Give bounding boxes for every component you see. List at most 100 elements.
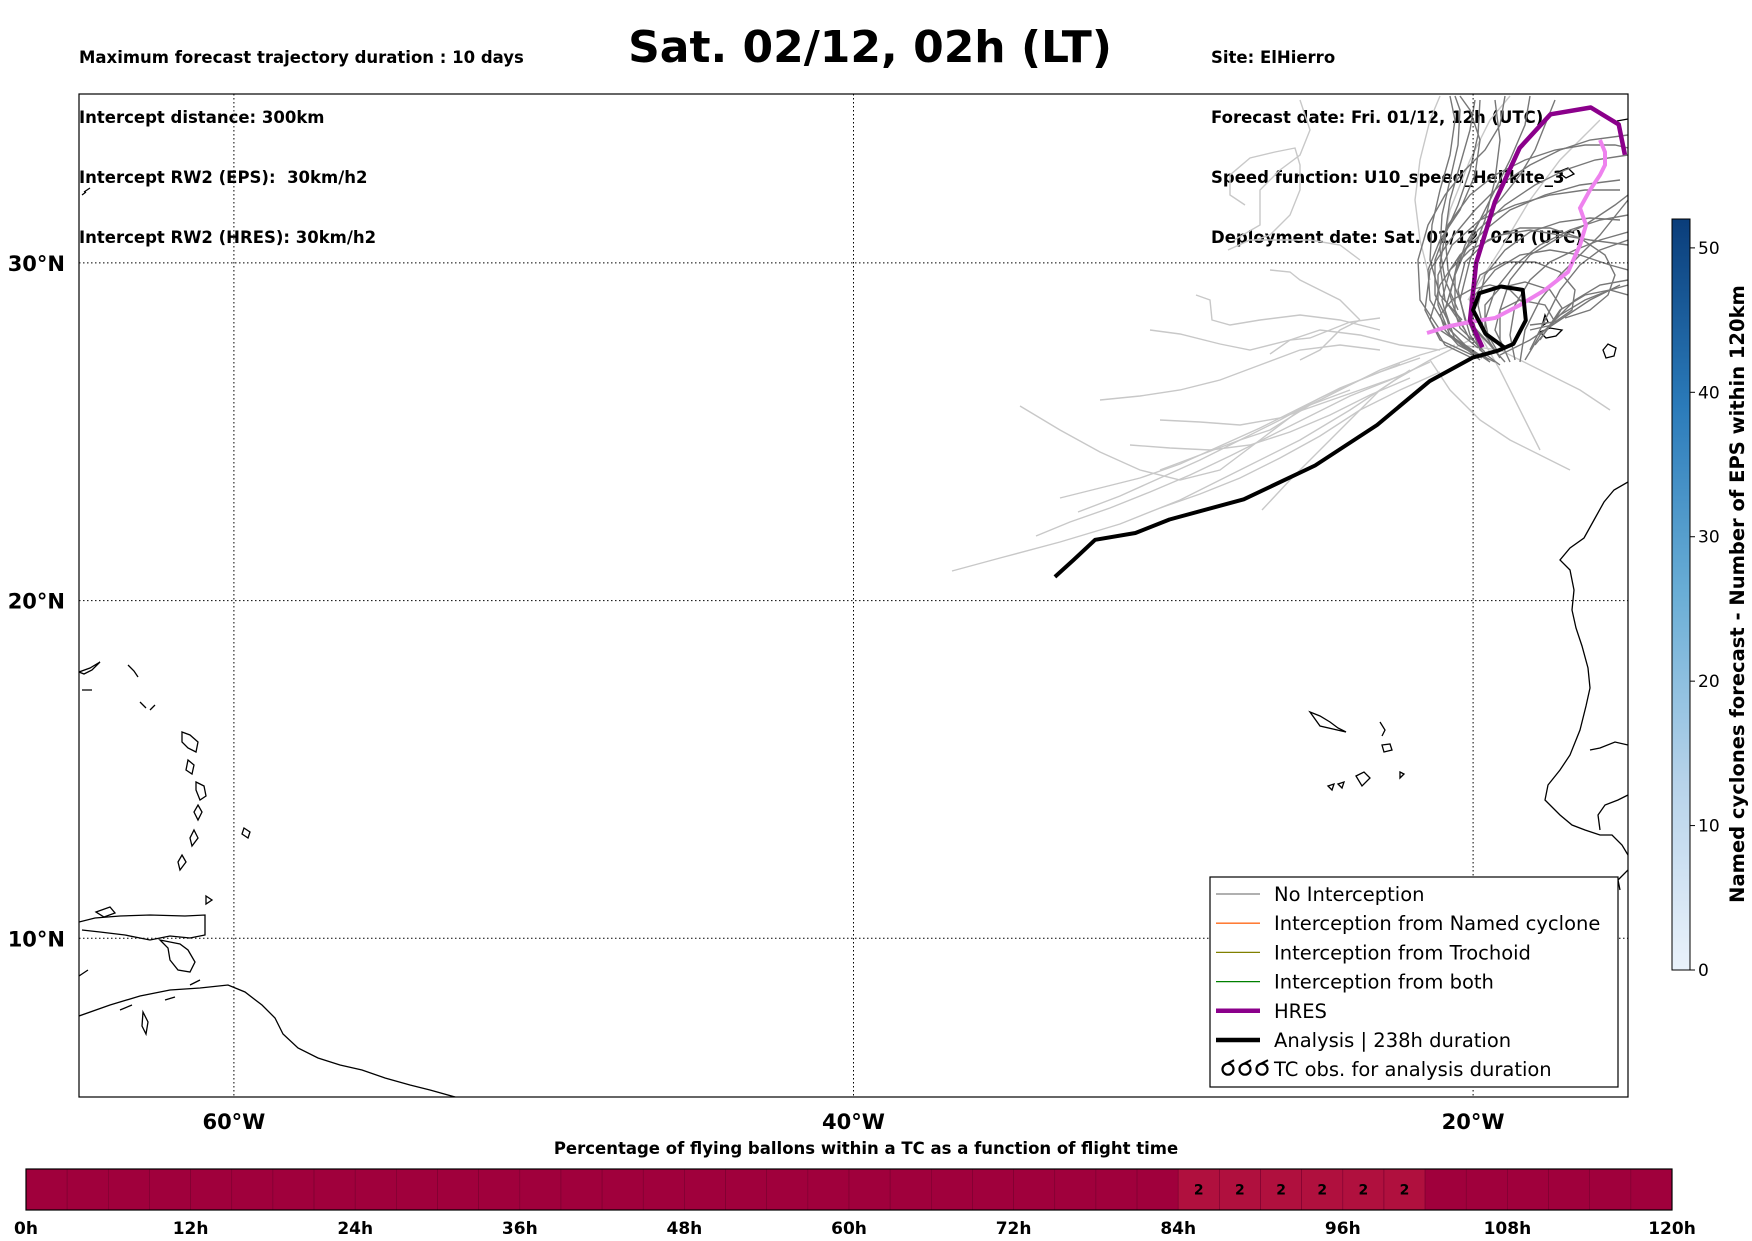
flight-bar-cell: [396, 1168, 438, 1211]
flight-bar-cell-value: 2: [1317, 1183, 1327, 1199]
colorbar-tick-label: 10: [1698, 817, 1720, 837]
flight-bar-cell: [25, 1168, 68, 1211]
axis-tick-labels: 60°W 40°W 20°W 10°N 20°N 30°N: [8, 252, 1505, 1134]
hres-series-line: [1467, 105, 1628, 349]
info-rw2-eps: Intercept RW2 (EPS): 30km/h2: [79, 168, 368, 187]
page-title: Sat. 02/12, 02h (LT): [628, 22, 1112, 73]
legend-label: Interception from both: [1274, 971, 1494, 994]
flight-bar-cell: [1054, 1168, 1097, 1211]
flight-bar-cell: [313, 1168, 356, 1211]
x-tick-label: 40°W: [822, 1110, 885, 1134]
colorbar: 0 10 20 30 40 50 Named cyclones forecast - Nu…: [1671, 218, 1749, 981]
flight-bar-cell: [1424, 1168, 1467, 1211]
flight-bar-cell-value: 2: [1276, 1183, 1286, 1199]
info-forecast-date: Forecast date: Fri. 01/12, 12h (UTC): [1211, 108, 1544, 127]
flight-bar-tick-label: 24h: [337, 1219, 373, 1239]
x-tick-label: 60°W: [202, 1110, 265, 1134]
colorbar-tick-label: 50: [1698, 239, 1720, 259]
flight-bar-cell: [807, 1168, 850, 1211]
flight-bar-tick-label: 36h: [502, 1219, 538, 1239]
legend-label: TC obs. for analysis duration: [1273, 1058, 1552, 1081]
flight-bar-cell: [1589, 1168, 1632, 1211]
map-frame: [78, 93, 1629, 1098]
colorbar-tick-label: 40: [1698, 383, 1720, 403]
flight-bar-cell: [1013, 1168, 1056, 1211]
colorbar-tick-label: 30: [1698, 528, 1720, 548]
legend-label: HRES: [1274, 1000, 1327, 1023]
flight-bar-tick-label: 108h: [1484, 1219, 1532, 1239]
info-rw2-hres: Intercept RW2 (HRES): 30km/h2: [79, 228, 377, 247]
flight-bar-cell: [1301, 1168, 1344, 1211]
flight-bar-cell: [354, 1168, 397, 1211]
flight-bar-tick-label: 60h: [831, 1219, 867, 1239]
flight-bar-tick-label: 120h: [1648, 1219, 1696, 1239]
flight-bar-cell: [601, 1168, 644, 1211]
colorbar-ticks: 0 10 20 30 40 50: [1690, 239, 1720, 981]
flight-bar-cell: [437, 1168, 479, 1211]
info-max-duration: Maximum forecast trajectory duration : 1…: [79, 48, 524, 67]
colorbar-tick-label: 20: [1698, 672, 1720, 692]
flight-bar-cell: [1465, 1168, 1508, 1211]
flight-bar-cell: [66, 1168, 109, 1211]
flight-bar-cell-value: 2: [1194, 1183, 1204, 1199]
legend-label: Analysis | 238h duration: [1274, 1029, 1511, 1052]
flight-bar-cell: [108, 1168, 150, 1211]
flight-bar-cell: [1383, 1168, 1426, 1211]
y-tick-label: 10°N: [8, 927, 65, 951]
flight-bar-cell-value: 2: [1359, 1183, 1369, 1199]
flight-time-bar-chart: Percentage of flying ballons within a TC…: [14, 1139, 1696, 1239]
flight-bar-tick-labels: 0h 12h 24h 36h 48h 60h 72h 84h 96h 108h 120h: [14, 1219, 1696, 1239]
flight-bar-cell-value: 2: [1235, 1183, 1245, 1199]
flight-bar-tick-label: 48h: [667, 1219, 703, 1239]
flight-bar-cell: [1136, 1168, 1179, 1211]
flight-bar-cell: [766, 1168, 809, 1211]
flight-bar-cell: [272, 1168, 315, 1211]
legend-label: No Interception: [1274, 883, 1425, 906]
legend-label: Interception from Named cyclone: [1274, 912, 1600, 935]
main-series-layer: [1053, 105, 1628, 579]
coastlines: [79, 118, 1628, 1097]
flight-bar-cell: [642, 1168, 685, 1211]
flight-bar-cell: [1507, 1168, 1549, 1211]
colorbar-label: Named cyclones forecast - Number of EPS …: [1726, 285, 1749, 903]
flight-bar-tick-label: 0h: [14, 1219, 38, 1239]
flight-bar-cell: [519, 1168, 562, 1211]
flight-bar-cell: [684, 1168, 726, 1211]
header-info-left: Maximum forecast trajectory duration : 1…: [79, 8, 524, 268]
flight-bar-cell: [930, 1168, 973, 1211]
grid-lines: [79, 94, 1628, 1097]
y-tick-label: 30°N: [8, 252, 65, 276]
ensemble-trajectories-no-interception: [1417, 95, 1628, 366]
y-tick-label: 20°N: [8, 590, 65, 614]
tc-obs-symbol-tail: [1226, 1059, 1235, 1065]
chart-legend: No Interception Interception from Named c…: [1209, 876, 1619, 1088]
x-tick-label: 20°W: [1442, 1110, 1505, 1134]
flight-bar-cell: [560, 1168, 603, 1211]
legend-label: Interception from Trochoid: [1274, 941, 1531, 964]
flight-bar-cell: [1630, 1168, 1673, 1211]
flight-bar-cell: [848, 1168, 891, 1211]
info-speed-function: Speed function: U10_speed_Helikite_3: [1211, 168, 1565, 187]
info-intercept-distance: Intercept distance: 300km: [79, 108, 325, 127]
legend-box: [1209, 876, 1619, 1088]
tc-obs-symbol-tail: [1260, 1059, 1269, 1065]
flight-bar-cell: [972, 1168, 1014, 1211]
legend-items: No Interception Interception from Named c…: [1216, 883, 1600, 1081]
flight-bar-cell: [1548, 1168, 1591, 1211]
flight-bar-cell: [889, 1168, 932, 1211]
flight-bar-cell: [190, 1168, 233, 1211]
flight-bar-tick-label: 84h: [1160, 1219, 1196, 1239]
map-plot-area: [79, 95, 1628, 1097]
flight-bar-cell: [149, 1168, 191, 1211]
flight-bar-tick-label: 12h: [173, 1219, 209, 1239]
flight-bar-cell: [231, 1168, 274, 1211]
flight-bar-cells: 2 2 2 2 2 2: [25, 1168, 1673, 1211]
flight-bar-cell: [478, 1168, 521, 1211]
colorbar-tick-label: 0: [1698, 961, 1709, 981]
flight-bar-title: Percentage of flying ballons within a TC…: [554, 1139, 1178, 1158]
colorbar-gradient: [1671, 218, 1691, 971]
flight-bar-cell: [1095, 1168, 1138, 1211]
info-site: Site: ElHierro: [1211, 48, 1336, 67]
analysis-series-line: [1053, 284, 1528, 579]
